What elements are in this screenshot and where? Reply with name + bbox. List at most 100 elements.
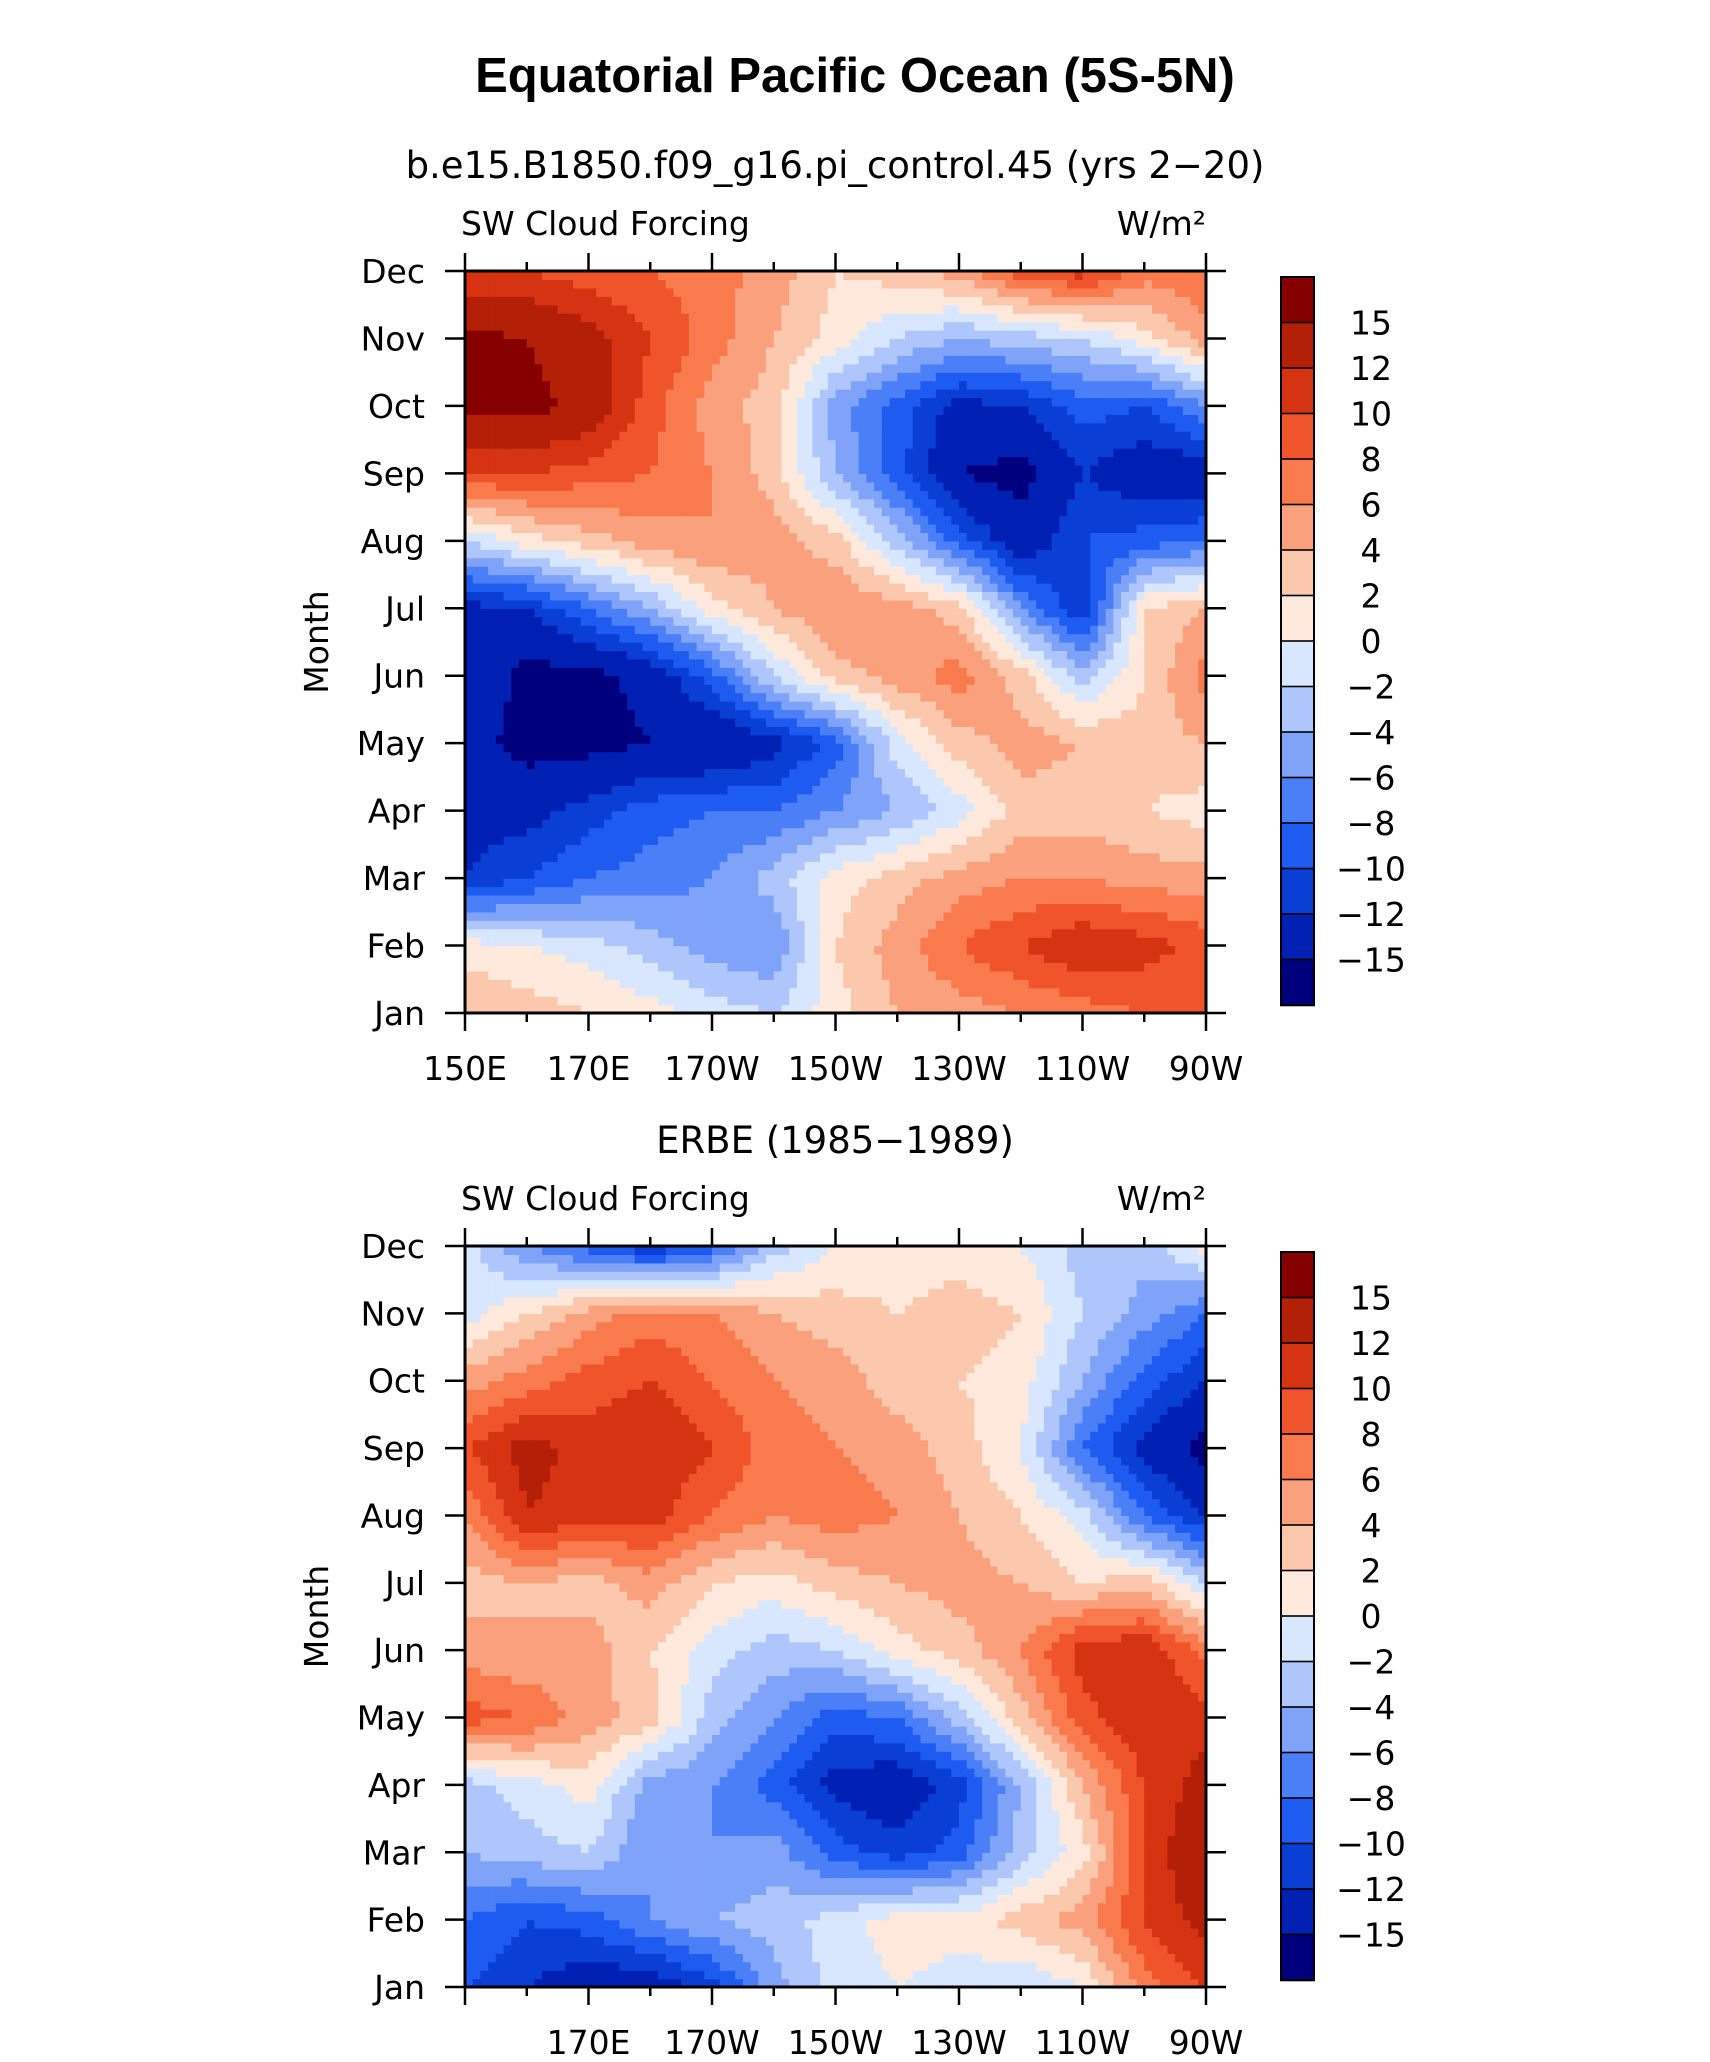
contour-cell bbox=[1198, 582, 1207, 593]
contour-cell bbox=[1198, 692, 1207, 702]
contour-cell bbox=[611, 616, 620, 626]
contour-cell bbox=[673, 616, 682, 626]
contour-cell bbox=[1067, 979, 1076, 989]
contour-cell bbox=[750, 920, 759, 930]
contour-cell bbox=[935, 574, 945, 584]
contour-cell bbox=[657, 962, 667, 972]
contour-cell bbox=[603, 844, 613, 854]
contour-cell bbox=[673, 717, 682, 727]
contour-cell bbox=[1020, 591, 1030, 601]
contour-cell bbox=[588, 625, 597, 635]
contour-cell bbox=[835, 625, 844, 635]
contour-cell bbox=[596, 996, 605, 1006]
contour-cell bbox=[580, 650, 590, 660]
contour-cell bbox=[750, 970, 759, 980]
contour-cell bbox=[820, 979, 829, 989]
contour-cell bbox=[781, 819, 790, 829]
contour-cell bbox=[673, 709, 682, 719]
contour-cell bbox=[526, 802, 536, 812]
contour-cell bbox=[688, 658, 698, 668]
contour-cell bbox=[951, 861, 960, 871]
contour-cell bbox=[766, 734, 775, 744]
contour-cell bbox=[1128, 717, 1138, 727]
contour-cell bbox=[982, 844, 991, 854]
contour-cell bbox=[719, 616, 729, 626]
contour-cell bbox=[789, 793, 798, 803]
contour-cell bbox=[1082, 650, 1091, 660]
contour-cell bbox=[1043, 844, 1053, 854]
contour-cell bbox=[735, 625, 744, 635]
contour-cell bbox=[1190, 785, 1199, 795]
contour-cell bbox=[758, 701, 767, 711]
contour-cell bbox=[712, 701, 721, 711]
contour-cell bbox=[519, 793, 528, 803]
contour-cell bbox=[1190, 844, 1199, 854]
contour-cell bbox=[712, 911, 721, 921]
contour-cell bbox=[511, 937, 520, 947]
contour-cell bbox=[943, 996, 952, 1006]
contour-cell bbox=[874, 945, 883, 955]
contour-cell bbox=[557, 911, 566, 921]
contour-cell bbox=[480, 684, 489, 694]
contour-cell bbox=[943, 599, 952, 609]
contour-cell bbox=[889, 979, 898, 989]
contour-cell bbox=[480, 835, 489, 845]
contour-cell bbox=[634, 574, 644, 584]
contour-cell bbox=[735, 1004, 744, 1014]
contour-cell bbox=[611, 667, 620, 677]
contour-cell bbox=[1036, 599, 1045, 609]
contour-cell bbox=[1020, 667, 1030, 677]
contour-cell bbox=[580, 810, 590, 820]
contour-cell bbox=[974, 945, 983, 955]
contour-cell bbox=[804, 945, 813, 955]
contour-cell bbox=[1159, 599, 1169, 609]
contour-cell bbox=[874, 835, 883, 845]
contour-cell bbox=[1097, 793, 1107, 803]
contour-cell bbox=[796, 574, 806, 584]
contour-cell bbox=[1074, 970, 1084, 980]
contour-cell bbox=[634, 987, 644, 997]
contour-cell bbox=[781, 1004, 790, 1014]
contour-cell bbox=[642, 878, 651, 888]
contour-cell bbox=[1121, 650, 1130, 660]
contour-cell bbox=[565, 937, 574, 947]
contour-cell bbox=[1144, 945, 1153, 955]
contour-cell bbox=[495, 599, 505, 609]
contour-cell bbox=[1190, 979, 1199, 989]
contour-cell bbox=[881, 726, 891, 736]
contour-cell bbox=[704, 953, 713, 964]
contour-cell bbox=[820, 920, 829, 930]
contour-cell bbox=[997, 785, 1006, 795]
contour-cell bbox=[1136, 760, 1145, 770]
contour-cell bbox=[1005, 751, 1014, 761]
contour-cell bbox=[1028, 684, 1037, 694]
contour-cell bbox=[526, 658, 536, 668]
contour-cell bbox=[773, 768, 783, 778]
contour-cell bbox=[1105, 793, 1114, 803]
contour-cell bbox=[1082, 827, 1091, 837]
contour-cell bbox=[465, 642, 474, 652]
contour-cell bbox=[1059, 734, 1068, 744]
contour-cell bbox=[534, 920, 543, 930]
contour-cell bbox=[657, 852, 667, 862]
contour-cell bbox=[858, 717, 867, 727]
contour-cell bbox=[495, 962, 505, 972]
contour-cell bbox=[742, 878, 752, 888]
contour-cell bbox=[542, 835, 551, 845]
contour-cell bbox=[989, 861, 999, 871]
contour-cell bbox=[812, 776, 821, 786]
contour-cell bbox=[503, 658, 512, 668]
contour-cell bbox=[997, 616, 1006, 626]
contour-cell bbox=[1128, 776, 1138, 786]
contour-cell bbox=[681, 608, 690, 618]
contour-cell bbox=[573, 684, 582, 694]
contour-cell bbox=[511, 751, 520, 761]
contour-cell bbox=[966, 945, 976, 955]
contour-cell bbox=[627, 869, 636, 879]
contour-cell bbox=[1105, 684, 1114, 694]
contour-cell bbox=[959, 894, 968, 904]
contour-cell bbox=[827, 768, 837, 778]
contour-cell bbox=[1121, 928, 1130, 938]
contour-cell bbox=[557, 920, 566, 930]
contour-cell bbox=[1097, 928, 1107, 938]
